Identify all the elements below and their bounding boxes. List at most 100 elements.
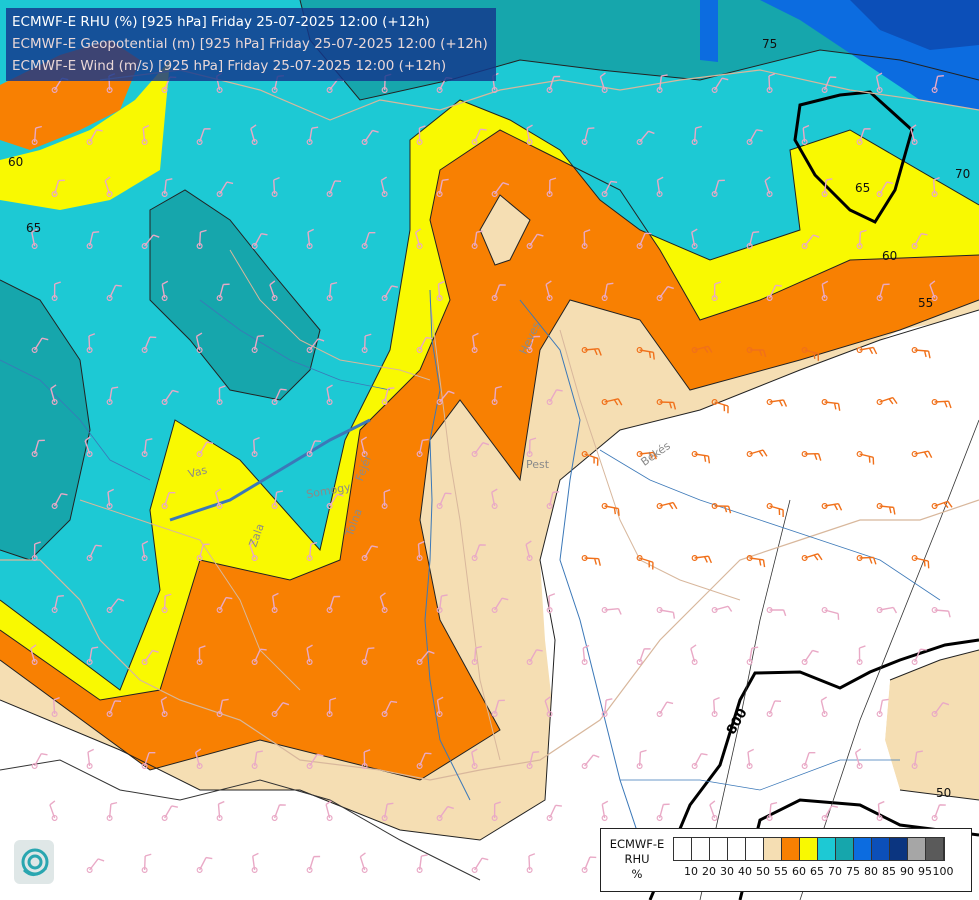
wind-barb [141,853,152,874]
wind-barb [471,230,483,250]
wind-barb [141,336,157,354]
wind-barb [251,648,267,666]
legend-swatch [926,838,944,860]
wind-barb [876,396,898,406]
contour-label-75: 75 [762,37,777,51]
legend-swatch [836,838,854,860]
wind-barb [196,856,213,874]
wind-barb [31,125,42,146]
wind-barb [416,854,428,874]
legend-swatch [764,838,782,860]
wind-barb [361,333,372,354]
ecmwf-logo-icon [14,840,54,884]
wind-barb [691,554,713,564]
wind-barb [31,541,41,562]
wind-barb [601,800,609,822]
rhu-white-south-region [0,720,480,900]
river-koros-line [599,449,941,601]
wind-barb [491,801,501,822]
wind-barb [326,493,344,510]
wind-barb [875,72,883,94]
wind-barb [691,228,698,250]
wind-barb [106,598,125,614]
wind-barb [326,595,341,614]
wind-barb [491,385,502,406]
wind-barb [416,752,432,770]
contour-label-65-east: 65 [855,181,870,195]
wind-barb [656,285,674,302]
wind-barb [306,644,313,666]
wind-barb [911,346,931,359]
wind-barb [856,229,867,250]
wind-barb [581,554,601,566]
wind-barb [766,398,788,407]
wind-barb [911,450,933,459]
contour-label-55: 55 [918,296,933,310]
wind-barb [436,594,448,614]
wind-barb [801,450,822,461]
wind-barb [821,280,829,302]
wind-barb [601,502,620,516]
wind-barb [581,229,591,250]
legend-label-unit: % [631,867,643,881]
wind-barb [711,502,732,514]
wind-barb [526,233,544,250]
geopotential-low-closed-line [793,90,914,224]
wind-barb [106,801,118,822]
wind-barb [801,649,819,666]
wind-barb [251,232,268,250]
latitude-line [0,759,481,881]
legend-swatch [890,838,908,860]
legend-tick-label: 90 [900,865,914,878]
wind-barb [581,450,599,466]
wind-barb [106,386,119,406]
wind-barb [746,748,755,770]
wind-barb [86,858,105,874]
wind-barb [821,178,833,198]
legend-swatch [854,838,872,860]
contour-label-60-west: 60 [8,155,23,169]
wind-barb [601,180,618,198]
wind-barb [545,280,553,302]
wind-barb [86,231,100,250]
wind-barb [821,502,843,511]
legend-tick-label: 10 [684,865,698,878]
legend-tick-label: 30 [720,865,734,878]
wind-barb [491,284,506,302]
wind-barb [876,502,896,515]
wind-barb [821,606,840,620]
wind-barb [161,280,169,302]
wind-barb [306,541,318,562]
wind-barb [360,436,368,458]
wind-barb [801,346,820,361]
wind-barb [51,179,65,198]
wind-barb [929,280,938,302]
wind-barb [601,398,623,406]
wind-barb [601,606,622,615]
wind-barb [306,338,325,354]
wind-barb [50,384,58,406]
river-maros-line [620,759,900,791]
county-border-line-3 [559,329,741,601]
wind-barb [31,752,48,770]
wind-barb [876,283,890,302]
title-geopotential: ECMWF-E Geopotential (m) [925 hPa] Frida… [12,36,488,52]
wind-barb [491,488,498,510]
wind-barb [161,178,173,198]
wind-barb [471,748,478,770]
wind-barb [106,488,115,510]
rhu-50-55-tan-area-hole [480,195,530,265]
wind-barb [326,384,333,406]
rhu-50-55-tan-area-east [885,650,979,800]
wind-barb [381,700,398,718]
title-wind: ECMWF-E Wind (m/s) [925 hPa] Friday 25-0… [12,58,447,74]
wind-barb [746,129,763,146]
county-border-line-2 [429,299,501,761]
wind-barb [416,438,429,458]
wind-barb [931,702,950,718]
wind-barb [381,489,391,510]
wind-barb [306,126,319,146]
wind-barb [766,700,782,718]
legend-swatch [908,838,926,860]
